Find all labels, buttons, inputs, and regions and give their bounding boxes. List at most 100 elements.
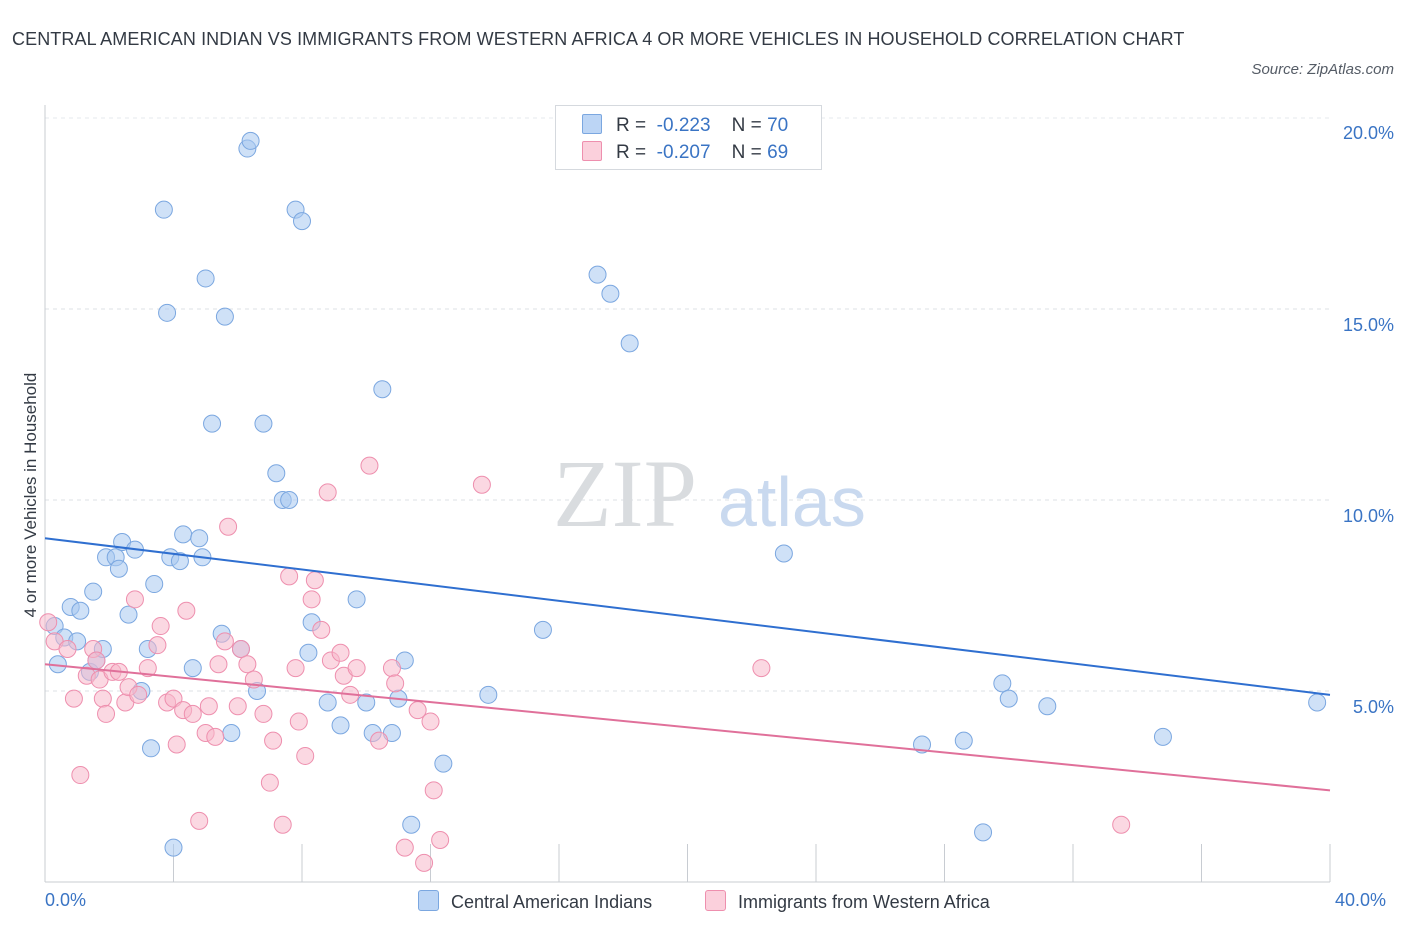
point-blue xyxy=(913,735,932,754)
point-blue xyxy=(974,823,993,842)
point-blue xyxy=(109,559,128,578)
point-blue xyxy=(299,643,318,662)
point-blue xyxy=(145,575,164,594)
point-pink xyxy=(177,601,196,620)
point-pink xyxy=(254,704,273,723)
point-blue xyxy=(1038,697,1057,716)
point-pink xyxy=(302,590,321,609)
point-pink xyxy=(129,685,148,704)
point-pink xyxy=(93,689,112,708)
point-blue xyxy=(203,414,222,433)
point-pink xyxy=(231,639,250,658)
watermark-atlas: atlas xyxy=(718,463,866,541)
point-pink xyxy=(1112,815,1131,834)
series-immigrants-western-africa xyxy=(39,456,1131,872)
point-pink xyxy=(199,697,218,716)
legend-swatch-pink xyxy=(705,890,726,911)
point-pink xyxy=(238,655,257,674)
trend-line-pink xyxy=(44,663,1331,792)
y-axis-label: 4 or more Vehicles in Household xyxy=(21,372,40,618)
point-pink xyxy=(360,456,379,475)
r-value: -0.223 xyxy=(656,115,711,136)
point-blue xyxy=(84,582,103,601)
point-blue xyxy=(999,689,1018,708)
point-blue xyxy=(222,724,241,743)
y-tick-label: 5.0% xyxy=(1352,697,1394,717)
point-pink xyxy=(138,659,157,678)
point-pink xyxy=(386,674,405,693)
n-value: 69 xyxy=(767,142,789,163)
grid-lines xyxy=(45,117,1330,692)
point-pink xyxy=(164,689,183,708)
point-blue xyxy=(158,303,177,322)
point-blue xyxy=(620,334,639,353)
stats-row-blue: R = -0.223 N = 70 xyxy=(582,114,788,136)
point-pink xyxy=(424,781,443,800)
x-tick-label: 40.0% xyxy=(1335,890,1387,910)
point-pink xyxy=(215,632,234,651)
point-pink xyxy=(228,697,247,716)
point-blue xyxy=(434,754,453,773)
legend-item-immigrants-western-africa: Immigrants from Western Africa xyxy=(705,890,990,913)
series-central-american-indians xyxy=(45,131,1327,857)
point-blue xyxy=(601,284,620,303)
point-blue xyxy=(402,815,421,834)
point-blue xyxy=(190,529,209,548)
source-label: Source: ZipAtlas.com xyxy=(1251,61,1394,78)
point-pink xyxy=(312,620,331,639)
point-blue xyxy=(71,601,90,620)
point-pink xyxy=(167,735,186,754)
point-pink xyxy=(431,830,450,849)
point-pink xyxy=(289,712,308,731)
point-blue xyxy=(174,525,193,544)
point-pink xyxy=(370,731,389,750)
trend-line-blue xyxy=(44,537,1331,696)
point-pink xyxy=(395,838,414,857)
point-pink xyxy=(260,773,279,792)
point-pink xyxy=(190,811,209,830)
point-blue xyxy=(318,693,337,712)
x-tick-label: 0.0% xyxy=(45,890,87,910)
point-pink xyxy=(125,590,144,609)
y-tick-label: 15.0% xyxy=(1342,315,1394,335)
point-blue xyxy=(154,200,173,219)
legend-item-central-american-indians: Central American Indians xyxy=(418,890,652,913)
watermark-zip: ZIP xyxy=(553,440,697,547)
point-pink xyxy=(472,475,491,494)
point-pink xyxy=(209,655,228,674)
n-value: 70 xyxy=(767,115,789,136)
point-pink xyxy=(183,704,202,723)
point-blue xyxy=(170,552,189,571)
point-blue xyxy=(357,693,376,712)
point-pink xyxy=(264,731,283,750)
point-blue xyxy=(293,212,311,231)
point-blue xyxy=(347,590,366,609)
point-blue xyxy=(119,605,138,624)
r-label: R = xyxy=(616,115,647,136)
y-tick-label: 10.0% xyxy=(1342,506,1394,526)
r-label: R = xyxy=(616,142,647,163)
point-blue xyxy=(993,674,1012,693)
point-pink xyxy=(219,517,238,536)
point-blue xyxy=(533,620,552,639)
legend-label: Central American Indians xyxy=(451,892,653,912)
stats-row-pink: R = -0.207 N = 69 xyxy=(582,141,788,163)
point-blue xyxy=(954,731,973,750)
chart-title: CENTRAL AMERICAN INDIAN VS IMMIGRANTS FR… xyxy=(12,29,1185,49)
point-pink xyxy=(415,853,434,872)
point-blue xyxy=(588,265,607,284)
point-pink xyxy=(97,704,116,723)
legend-swatch-blue xyxy=(418,890,439,911)
trend-lines xyxy=(44,537,1331,792)
point-pink xyxy=(421,712,440,731)
stats-legend: R = -0.223 N = 70 R = -0.207 N = 69 xyxy=(555,105,822,170)
point-blue xyxy=(1153,727,1172,746)
point-pink xyxy=(286,659,305,678)
point-pink xyxy=(273,815,292,834)
point-pink xyxy=(752,659,771,678)
y-tick-label: 20.0% xyxy=(1342,123,1394,143)
point-blue xyxy=(1308,693,1327,712)
point-pink xyxy=(280,567,299,586)
point-blue xyxy=(241,131,260,150)
